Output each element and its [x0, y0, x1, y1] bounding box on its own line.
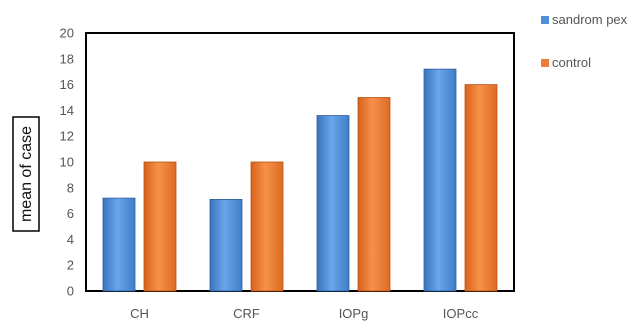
bar-control-IOPcc: [464, 84, 498, 292]
x-tick-label: IOPg: [339, 306, 369, 321]
y-tick-label: 2: [67, 258, 74, 273]
bar-sandrom-pex-IOPcc: [423, 68, 457, 292]
bar-control-IOPg: [357, 97, 391, 292]
y-tick-label: 10: [60, 155, 74, 170]
y-tick-label: 18: [60, 51, 74, 66]
y-tick-labels: 0 2 4 6 8 10 12 14 16 18 20: [60, 26, 74, 299]
bar-sandrom-pex-CRF: [209, 199, 243, 292]
y-axis-label-box: [12, 116, 40, 232]
y-tick-label: 14: [60, 103, 74, 118]
y-axis-label: mean of case: [18, 126, 35, 222]
legend-swatch-control: [541, 59, 549, 67]
bar-sandrom-pex-IOPg: [316, 115, 350, 292]
category-labels: CH CRF IOPg IOPcc: [130, 306, 479, 321]
bars: [102, 68, 498, 292]
plot-frame: [85, 32, 515, 292]
y-tick-label: 20: [60, 26, 74, 41]
x-tick-label: IOPcc: [443, 306, 479, 321]
y-tick-label: 16: [60, 77, 74, 92]
y-tick-label: 12: [60, 129, 74, 144]
x-tick-label: CRF: [233, 306, 260, 321]
bar-control-CH: [143, 161, 177, 292]
legend-label-control: control: [552, 55, 591, 70]
bar-sandrom-pex-CH: [102, 197, 136, 292]
y-tick-label: 4: [67, 232, 74, 247]
y-tick-label: 8: [67, 180, 74, 195]
legend-label-sandrom-pex: sandrom pex: [552, 12, 628, 27]
y-tick-label: 0: [67, 284, 74, 299]
legend-swatch-sandrom-pex: [541, 16, 549, 24]
legend: sandrom pex control: [541, 12, 628, 70]
bar-control-CRF: [250, 161, 284, 292]
y-tick-label: 6: [67, 206, 74, 221]
x-tick-label: CH: [130, 306, 149, 321]
